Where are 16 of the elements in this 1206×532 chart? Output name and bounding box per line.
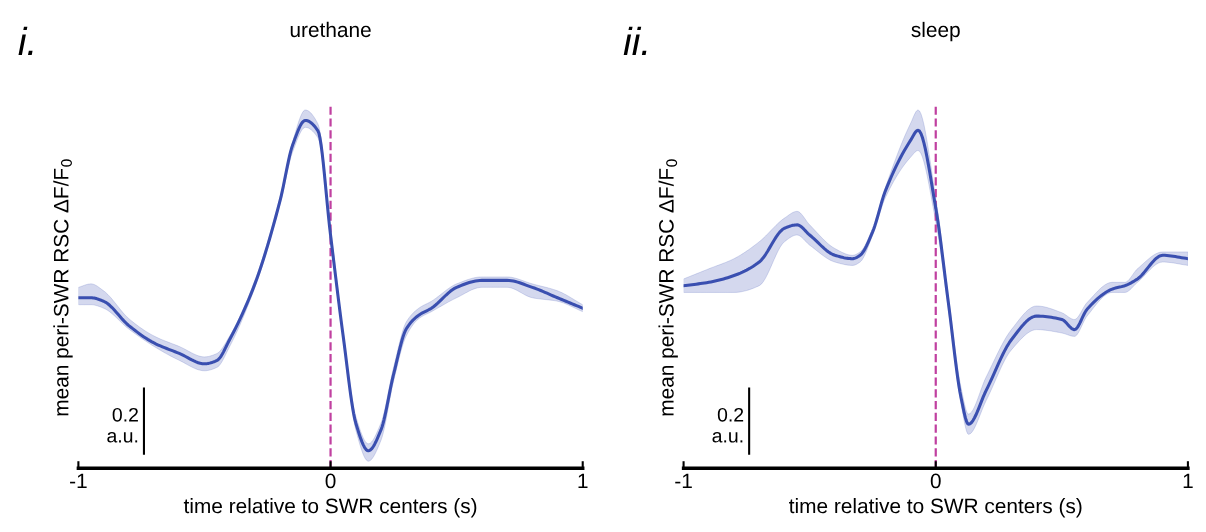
x-axis-title: time relative to SWR centers (s) (183, 498, 477, 518)
y-axis-title: mean peri-SWR RSC ΔF/F$_{0}$ (53, 159, 73, 416)
chart-title: urethane (290, 21, 371, 38)
x-tick-label: -1 (70, 473, 87, 489)
x-tick-label: 1 (1183, 473, 1193, 489)
text: i. (18, 26, 33, 55)
x-tick-label: 1 (578, 473, 588, 489)
x-tick-label: 0 (930, 473, 941, 489)
x-tick-label: -1 (675, 473, 692, 489)
text: ii. (623, 26, 647, 55)
x-axis-title: time relative to SWR centers (s) (789, 498, 1082, 518)
annotation: 0.2 a.u. (107, 407, 138, 443)
x-tick-label: 0 (325, 473, 336, 489)
annotation: 0.2 a.u. (712, 407, 744, 443)
y-axis-title: mean peri-SWR RSC ΔF/F$_{0}$ (658, 159, 678, 416)
chart-title: sleep (911, 21, 960, 42)
